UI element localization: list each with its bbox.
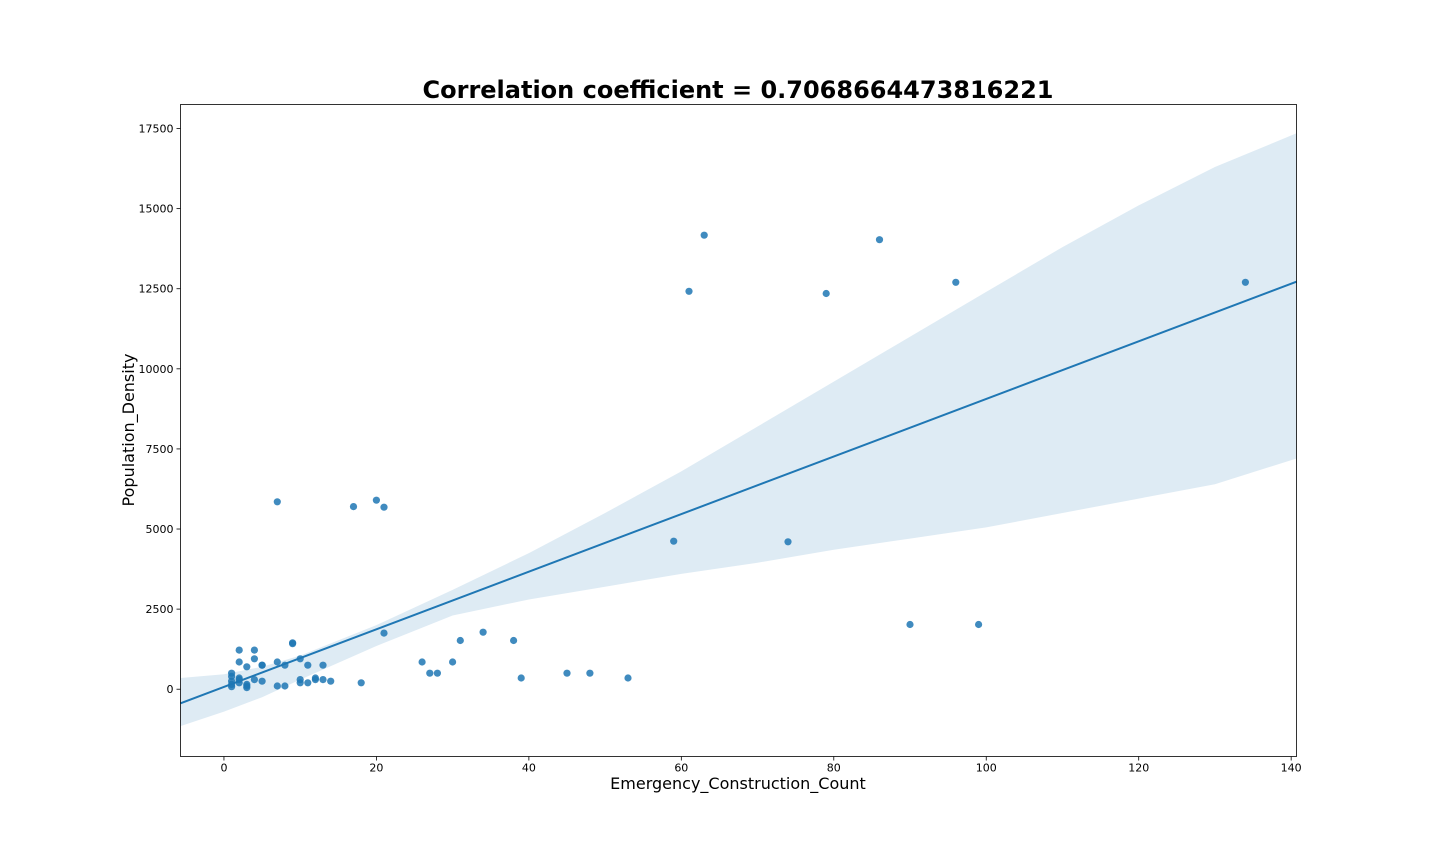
data-point	[509, 636, 518, 645]
y-tick-label: 7500	[146, 443, 174, 456]
data-point	[311, 674, 319, 682]
data-point	[319, 676, 327, 684]
x-tick-label: 80	[827, 762, 841, 775]
x-tick-label: 100	[976, 762, 997, 775]
data-point	[235, 674, 243, 682]
data-point	[906, 620, 914, 629]
data-point	[296, 655, 304, 663]
data-point	[250, 655, 258, 663]
data-point	[517, 674, 525, 682]
y-axis-ticks: 0 2500 5000 7500 10000 12500 15000 17500	[139, 123, 181, 696]
x-tick-label: 0	[220, 762, 227, 775]
data-point	[304, 661, 312, 669]
x-tick-label: 60	[674, 762, 688, 775]
data-point	[426, 669, 434, 677]
data-point	[1241, 278, 1249, 286]
data-point	[700, 231, 708, 239]
y-tick-label: 5000	[146, 523, 174, 536]
x-tick-label: 20	[369, 762, 383, 775]
data-point	[563, 669, 571, 677]
data-point	[479, 628, 487, 636]
confidence-band-layer	[180, 133, 1297, 727]
data-point	[281, 661, 289, 669]
data-point	[235, 658, 243, 666]
scatter-points-layer	[228, 231, 1249, 692]
data-point	[433, 669, 441, 677]
data-point	[685, 287, 693, 295]
data-point	[624, 674, 632, 682]
data-point	[304, 679, 312, 687]
y-tick-label: 17500	[139, 123, 174, 136]
regression-line-layer	[180, 280, 1297, 705]
data-point	[273, 658, 281, 666]
data-point	[456, 636, 464, 645]
y-axis-label: Population_Density	[119, 354, 139, 507]
data-point	[372, 496, 380, 504]
data-point	[281, 682, 289, 690]
data-point	[380, 629, 388, 637]
x-tick-label: 120	[1128, 762, 1149, 775]
data-point	[228, 669, 236, 677]
data-point	[357, 679, 365, 687]
data-point	[250, 676, 258, 684]
x-tick-label: 140	[1281, 762, 1302, 775]
y-tick-label: 2500	[146, 603, 174, 616]
regression-line	[180, 280, 1297, 705]
x-axis-ticks: 0 20 40 60 80 100 120 140	[220, 756, 1302, 775]
y-tick-label: 15000	[139, 203, 174, 216]
data-point	[327, 677, 335, 685]
data-point	[258, 661, 266, 669]
data-point	[822, 289, 830, 298]
y-tick-label: 10000	[139, 363, 174, 376]
y-tick-label: 0	[167, 683, 174, 696]
data-point	[975, 620, 983, 629]
y-tick-label: 12500	[139, 283, 174, 296]
data-point	[243, 682, 251, 690]
x-axis-label: Emergency_Construction_Count	[610, 774, 866, 794]
data-point	[380, 503, 388, 511]
plot-area-frame	[180, 104, 1297, 757]
data-point	[418, 658, 426, 666]
data-point	[273, 498, 281, 506]
data-point	[258, 677, 266, 685]
data-point	[449, 658, 457, 666]
data-point	[296, 676, 304, 684]
data-point	[349, 503, 358, 511]
data-point	[670, 537, 678, 545]
data-point	[273, 682, 281, 690]
data-point	[250, 646, 258, 654]
data-point	[784, 538, 792, 546]
data-point	[289, 640, 297, 648]
confidence-band	[180, 133, 1297, 727]
data-point	[319, 661, 327, 669]
data-point	[952, 278, 960, 286]
data-point	[235, 646, 243, 654]
data-point	[243, 663, 251, 671]
data-point	[875, 236, 884, 244]
x-tick-label: 40	[522, 762, 536, 775]
chart-title: Correlation coefficient = 0.706866447381…	[423, 76, 1054, 104]
data-point	[586, 669, 594, 677]
